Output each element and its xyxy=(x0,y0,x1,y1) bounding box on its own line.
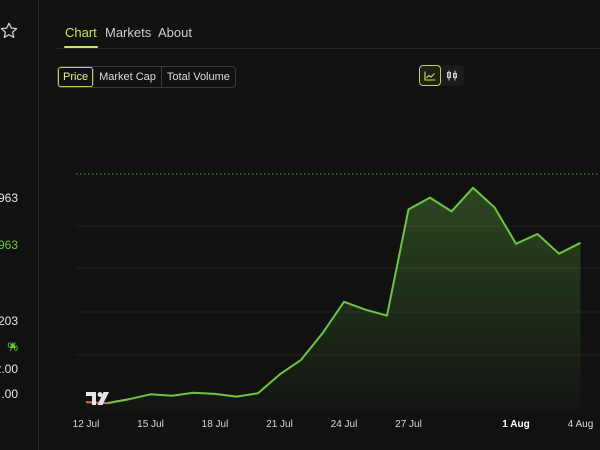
change-up-arrow-icon xyxy=(10,342,16,348)
line-chart-button[interactable] xyxy=(419,65,441,86)
stat-value-1: 963 xyxy=(0,191,18,205)
chart-type-toggle xyxy=(419,65,464,86)
metric-total-volume-button[interactable]: Total Volume xyxy=(166,71,230,83)
tab-markets[interactable]: Markets xyxy=(105,25,152,40)
tab-chart[interactable]: Chart xyxy=(64,25,98,48)
x-tick-label: 27 Jul xyxy=(395,419,422,430)
star-icon[interactable] xyxy=(0,21,19,41)
tab-about[interactable]: About xyxy=(158,25,192,40)
candlestick-chart-button[interactable] xyxy=(441,65,463,86)
x-tick-label: 12 Jul xyxy=(73,419,100,430)
candlestick-chart-icon xyxy=(447,70,457,81)
x-tick-label: 18 Jul xyxy=(202,419,229,430)
metric-market-cap-button[interactable]: Market Cap xyxy=(94,67,162,87)
stat-value-3: 203 xyxy=(0,314,18,328)
coin-summary-panel: 963 963 203 % 2.00 .00 xyxy=(0,0,39,450)
price-line-up xyxy=(107,186,581,405)
price-area xyxy=(86,187,581,410)
x-tick-label: 1 Aug xyxy=(502,419,529,430)
stat-value-4: 2.00 xyxy=(0,362,18,376)
x-axis: 12 Jul 15 Jul 18 Jul 21 Jul 24 Jul 27 Jul 1 Au… xyxy=(73,419,594,430)
line-chart-icon xyxy=(424,71,436,81)
x-tick-label: 24 Jul xyxy=(331,419,358,430)
x-tick-label: 15 Jul xyxy=(137,419,164,430)
x-tick-label: 21 Jul xyxy=(266,419,293,430)
area-fill xyxy=(86,187,581,410)
stat-value-5: .00 xyxy=(1,387,18,401)
metric-price-button[interactable]: Price xyxy=(58,67,95,87)
tradingview-logo-icon: TV xyxy=(0,0,109,405)
stat-value-2: 963 xyxy=(0,238,18,252)
watermark-text: TV xyxy=(0,0,2,1)
x-tick-label: 4 Aug xyxy=(568,419,594,430)
detail-tabs: Chart Markets About xyxy=(57,18,600,49)
metric-toggle: Price Market Cap Total Volume xyxy=(57,66,236,88)
